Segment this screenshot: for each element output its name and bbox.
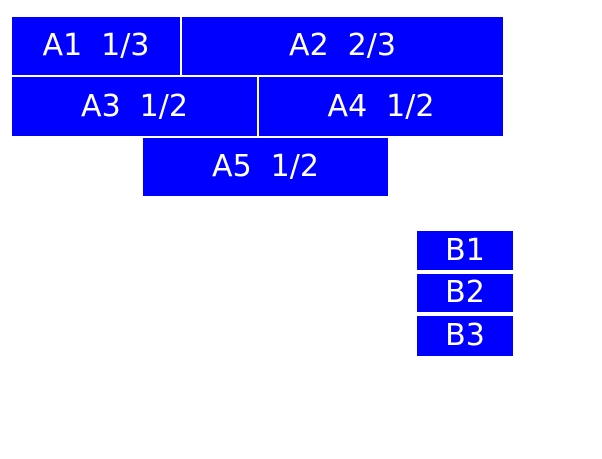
box-a2-share: 2/3	[347, 28, 396, 63]
box-b2: B2	[417, 274, 513, 312]
box-b2-name: B2	[445, 275, 485, 310]
box-a5-label: A5 1/2	[212, 152, 319, 182]
box-b3: B3	[417, 316, 513, 356]
box-a1-name: A1	[42, 28, 83, 63]
box-a4: A4 1/2	[259, 77, 503, 136]
box-a4-name: A4	[327, 88, 368, 124]
box-b3-name: B3	[445, 318, 485, 353]
box-b1: B1	[417, 231, 513, 270]
box-a3-share: 1/2	[139, 88, 188, 124]
box-a5: A5 1/2	[143, 138, 388, 196]
box-a3-label: A3 1/2	[81, 88, 188, 124]
box-a3: A3 1/2	[12, 77, 257, 136]
box-a1-label: A1 1/3	[43, 31, 150, 61]
box-a2: A2 2/3	[182, 17, 503, 75]
box-a1: A1 1/3	[12, 17, 180, 75]
box-a3-name: A3	[81, 88, 121, 124]
box-a5-name: A5	[212, 149, 252, 184]
box-a4-share: 1/2	[386, 88, 435, 124]
box-a2-name: A2	[289, 28, 329, 63]
box-b1-name: B1	[445, 232, 485, 268]
box-a5-share: 1/2	[270, 149, 319, 184]
box-a4-label: A4 1/2	[327, 88, 435, 124]
box-a1-share: 1/3	[101, 28, 150, 63]
box-a2-label: A2 2/3	[289, 31, 396, 61]
